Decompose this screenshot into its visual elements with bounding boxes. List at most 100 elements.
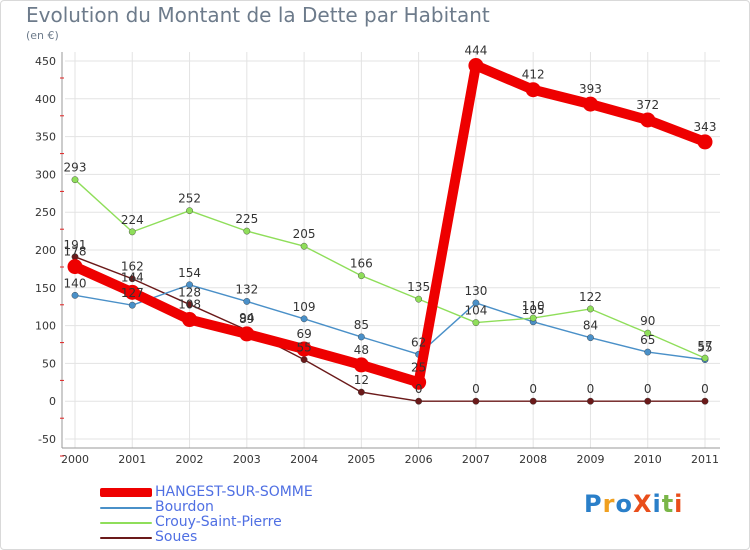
data-label: 57 [697,339,712,353]
y-tick-label: 50 [42,357,56,370]
data-point [357,333,365,341]
x-tick-label: 2002 [176,453,204,466]
data-label: 0 [644,382,652,396]
data-label: 55 [697,341,712,355]
series-line-crouy-saint-pierre [74,179,706,359]
data-point [525,82,541,98]
data-label: 393 [579,82,602,96]
data-label: 127 [121,286,144,300]
proxiti-logo[interactable]: ProXiti [584,490,683,518]
logo-letter: r [602,490,616,518]
data-label: 293 [64,161,87,175]
data-label: 162 [121,260,144,274]
y-tick-label: 250 [35,206,56,219]
data-label: 135 [407,280,430,294]
data-label: 55 [296,341,311,355]
series [67,58,713,405]
y-tick-label: 0 [49,395,56,408]
x-tick-label: 2008 [519,453,547,466]
x-tick-label: 2011 [691,453,719,466]
data-point [472,319,480,326]
data-point [300,242,308,250]
data-label: 0 [701,382,709,396]
x-tick-label: 2000 [61,453,89,466]
data-label: 89 [239,312,254,326]
data-point [640,112,656,128]
data-point [128,275,136,283]
data-point [300,315,308,323]
data-point [186,207,193,215]
series-line-hangest-sur-somme [72,60,707,388]
data-point [300,356,308,364]
data-point [357,272,365,280]
logo-letter: P [584,490,603,518]
data-point [472,299,480,307]
data-point [243,227,251,235]
y-tick-label: 350 [35,131,56,144]
data-point [182,312,198,328]
data-point [587,305,594,313]
data-label: 48 [354,343,369,357]
data-point [529,397,537,405]
data-point [239,326,255,342]
data-label: 154 [178,266,201,280]
data-point [186,281,193,289]
data-point [644,348,652,356]
data-point [587,397,594,405]
series-line-soues [74,256,705,402]
y-tick-label: -50 [38,433,56,446]
data-label: 178 [64,245,87,259]
legend-label: Crouy-Saint-Pierre [155,514,282,530]
x-tick-label: 2007 [462,453,490,466]
data-label: 224 [121,213,144,227]
data-label: 252 [178,192,201,206]
legend-swatch [100,522,152,524]
data-point [529,314,537,322]
data-point [701,354,709,362]
data-point [411,374,427,390]
data-point [644,329,652,337]
data-label: 130 [464,284,487,298]
legend-swatch [100,488,152,497]
data-label: 105 [522,303,545,317]
data-labels: 191 162 128 94 55 12 0 0 0 0 0 0 140 127 154 132 109 85 62… [64,44,717,397]
y-tick-label: 400 [35,93,56,106]
legend-label: Bourdon [155,499,214,515]
data-point [415,397,423,405]
data-point [128,301,136,309]
data-label: 84 [583,319,598,333]
data-point [296,341,312,357]
x-tick-label: 2001 [118,453,146,466]
chart-title: Evolution du Montant de la Dette par Hab… [26,3,490,27]
data-label: 0 [472,382,480,396]
data-label: 12 [354,373,369,387]
data-point [701,397,709,405]
data-label: 205 [293,227,316,241]
y-tick-label: 300 [35,168,56,181]
data-point [71,291,79,299]
y-tick-label: 100 [35,320,56,333]
y-tick-label: 150 [35,282,56,295]
data-label: 94 [239,311,254,325]
logo-letter: t [661,490,675,518]
unit-label: (en €) [26,29,59,42]
x-tick-label: 2009 [576,453,604,466]
data-point [357,388,365,396]
data-label: 144 [121,270,144,284]
data-point [71,176,79,184]
data-point [243,298,251,305]
x-tick-label: 2003 [233,453,261,466]
data-label: 108 [178,298,201,312]
data-point [472,397,480,405]
legend-label: HANGEST-SUR-SOMME [155,484,313,500]
data-label: 62 [411,335,426,349]
data-label: 372 [636,98,659,112]
data-label: 104 [464,304,487,318]
data-point [582,96,598,112]
x-tick-label: 2005 [347,453,375,466]
series-line-bourdon [74,284,706,361]
data-label: 343 [694,120,717,134]
data-label: 85 [354,318,369,332]
data-point [128,228,136,236]
